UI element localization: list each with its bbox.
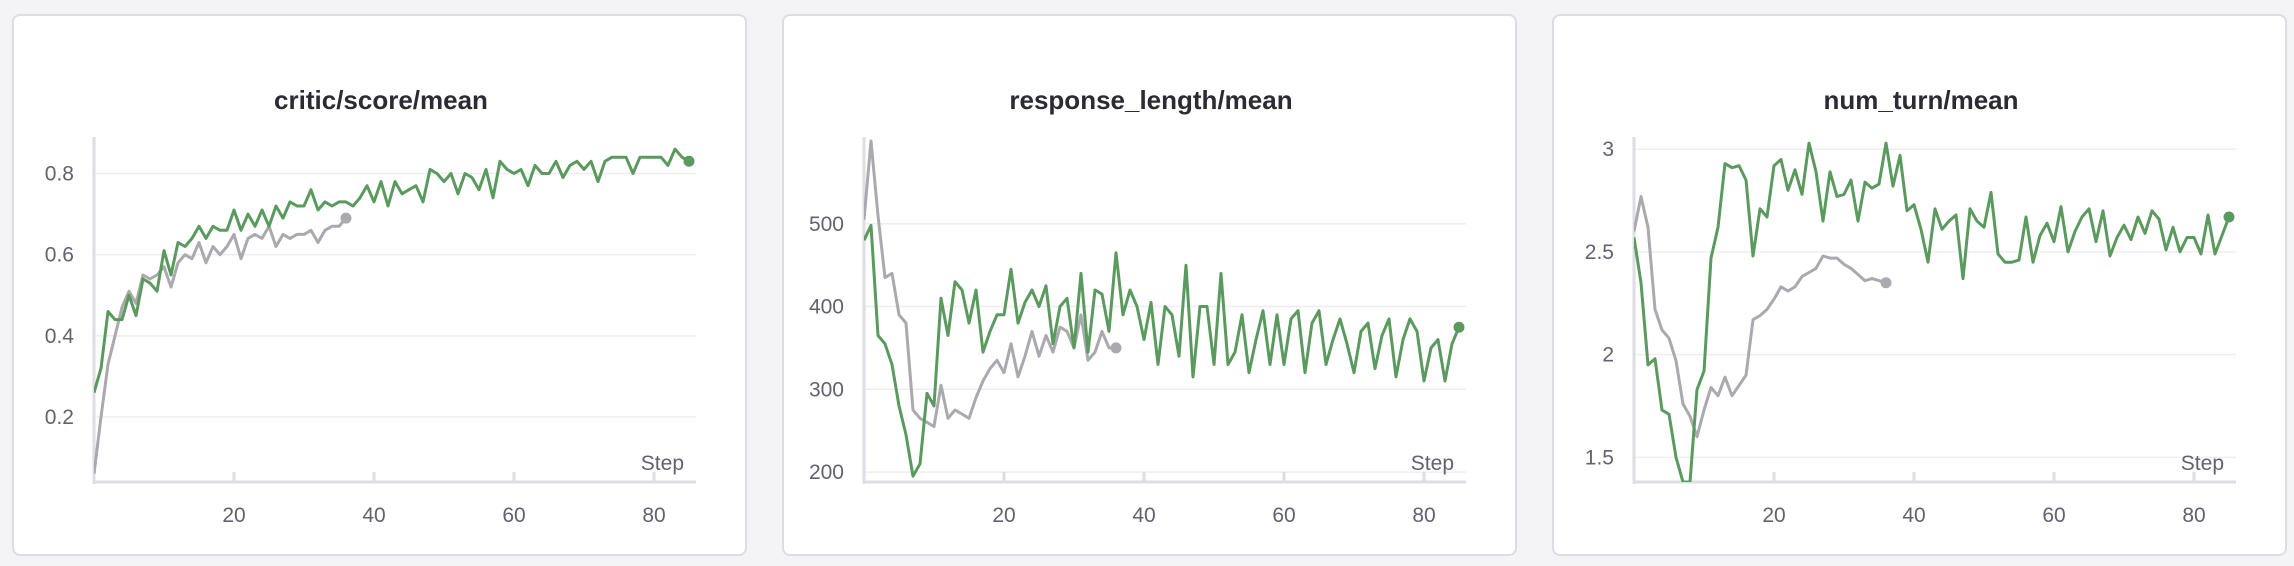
- series-end-marker-green: [2223, 211, 2235, 223]
- y-tick-label: 500: [809, 213, 844, 236]
- chart-panel-critic-score: critic/score/mean 0.2 0.4 0.6 0.8 20 40 60 80 Ste…: [12, 14, 747, 556]
- series-line-green: [1634, 141, 2231, 482]
- series-line-green: [864, 223, 1461, 478]
- x-axis-label: Step: [2181, 452, 2224, 475]
- x-axis-label: Step: [641, 452, 684, 475]
- x-tick-label: 60: [1272, 504, 1295, 527]
- x-tick-label: 60: [2042, 504, 2065, 527]
- y-tick-label: 0.8: [45, 162, 74, 185]
- x-tick-label: 40: [1132, 504, 1155, 527]
- series-end-marker-gray: [340, 212, 352, 224]
- x-tick-label: 40: [362, 504, 385, 527]
- chart-title: response_length/mean: [1009, 85, 1292, 115]
- y-tick-label: 0.2: [45, 406, 74, 429]
- series-end-marker-gray: [1110, 342, 1122, 354]
- x-tick-label: 20: [992, 504, 1015, 527]
- x-tick-label: 20: [222, 504, 245, 527]
- series-end-marker-gray: [1880, 277, 1892, 289]
- series-line-gray: [864, 139, 1116, 428]
- series-line-green: [94, 147, 690, 394]
- series-line-gray: [1634, 195, 1887, 439]
- y-tick-label: 2.5: [1585, 241, 1614, 264]
- chart-svg: response_length/mean 200 300 400 500 20 40 60 80…: [809, 85, 1466, 527]
- x-tick-label: 80: [1412, 504, 1435, 527]
- chart-svg: critic/score/mean 0.2 0.4 0.6 0.8 20 40 60 80 Ste…: [45, 85, 696, 527]
- y-tick-label: 2: [1602, 344, 1614, 367]
- chart-title: num_turn/mean: [1823, 85, 2018, 115]
- y-tick-label: 0.6: [45, 244, 74, 267]
- y-tick-label: 200: [809, 461, 844, 484]
- x-tick-label: 40: [1902, 504, 1925, 527]
- chart-svg: num_turn/mean 1.5 2 2.5 3 20 40 60 80 Step: [1585, 85, 2236, 527]
- x-tick-label: 80: [642, 504, 665, 527]
- x-tick-label: 20: [1762, 504, 1785, 527]
- x-tick-label: 60: [502, 504, 525, 527]
- x-tick-label: 80: [2182, 504, 2205, 527]
- series-end-marker-green: [1453, 321, 1465, 333]
- chart-panel-response-length: response_length/mean 200 300 400 500 20 40 60 80…: [782, 14, 1517, 556]
- chart-title: critic/score/mean: [274, 85, 488, 115]
- y-tick-label: 1.5: [1585, 446, 1614, 469]
- series-line-gray: [94, 217, 348, 475]
- series-end-marker-green: [683, 155, 695, 167]
- y-tick-label: 400: [809, 296, 844, 319]
- x-axis-label: Step: [1411, 452, 1454, 475]
- y-tick-label: 0.4: [45, 325, 75, 348]
- y-tick-label: 300: [809, 378, 844, 401]
- y-tick-label: 3: [1602, 138, 1614, 161]
- chart-panel-num-turn: num_turn/mean 1.5 2 2.5 3 20 40 60 80 Step: [1552, 14, 2287, 556]
